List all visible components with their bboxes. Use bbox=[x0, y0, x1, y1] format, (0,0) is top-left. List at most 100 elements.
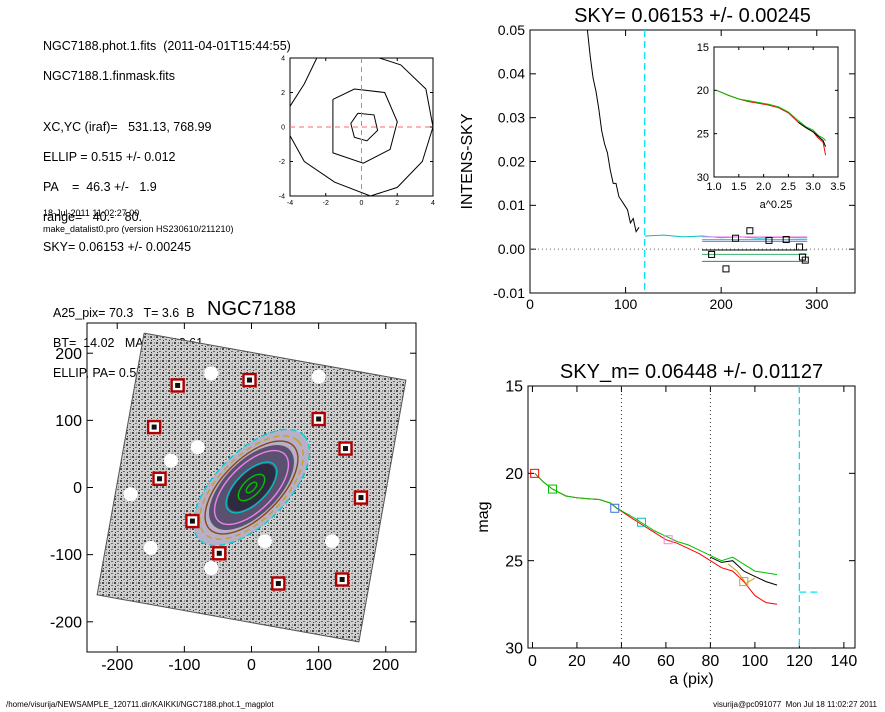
sky-xtick-label: 200 bbox=[709, 296, 733, 312]
isophote-ellipse-6 bbox=[245, 481, 258, 494]
sky-point-8 bbox=[796, 243, 804, 251]
sky-point-5 bbox=[782, 236, 790, 244]
mag-ytick-label: 30 bbox=[505, 641, 523, 658]
center-coords: XC,YC (iraf)= 531.13, 768.99 bbox=[43, 120, 212, 134]
inset-xtick-label: 2.5 bbox=[781, 181, 796, 193]
inset-ytick-label: 15 bbox=[697, 42, 709, 54]
masked-star-6 bbox=[257, 534, 272, 549]
fit-range: range= 40.- 80. bbox=[43, 210, 143, 224]
inset-xtick-label: 3.5 bbox=[830, 181, 845, 193]
mask-box-center-4 bbox=[343, 446, 348, 452]
inset-xlabel: a^0.25 bbox=[760, 199, 793, 211]
contour-middle bbox=[332, 88, 398, 164]
mag-xtick-label: 0 bbox=[528, 653, 537, 670]
image-title: NGC7188 bbox=[207, 298, 296, 320]
sky-axes: 0 100 200 300 -0.01 0.00 0.01 0.02 0.03 0.04 0.05 S… bbox=[459, 5, 856, 312]
inset-series-2 bbox=[798, 121, 827, 147]
image-xtick-label: -200 bbox=[101, 657, 133, 674]
mag-xtick-label: 120 bbox=[786, 653, 813, 670]
sky-ytick-label: 0.03 bbox=[498, 110, 525, 126]
mag-series-0 bbox=[534, 472, 778, 605]
mag-xtick-label: 140 bbox=[831, 653, 858, 670]
mag-xtick-label: 80 bbox=[702, 653, 720, 670]
masked-star-5 bbox=[190, 440, 205, 455]
inset-series-0 bbox=[716, 89, 827, 156]
sky-point-1 bbox=[722, 265, 730, 273]
inset-ytick-label: 20 bbox=[697, 85, 709, 97]
mask-box-center-7 bbox=[189, 518, 195, 524]
sky-frame bbox=[529, 29, 856, 294]
sky-ytick-label: -0.01 bbox=[493, 285, 525, 301]
mag-marker-5 bbox=[739, 577, 749, 587]
masked-star-3 bbox=[143, 540, 158, 555]
sky-xtick-label: 100 bbox=[614, 296, 638, 312]
mag-title: SKY_m= 0.06448 +/- 0.01127 bbox=[560, 361, 823, 383]
mask-box-center-9 bbox=[275, 581, 281, 587]
mag-frame bbox=[527, 385, 856, 649]
contour-inner bbox=[350, 112, 379, 142]
isophote-ellipse-5 bbox=[237, 473, 266, 502]
masked-star-7 bbox=[123, 487, 138, 502]
mag-marker-0 bbox=[530, 468, 540, 478]
sky-ytick-label: 0.01 bbox=[498, 197, 525, 213]
sky-series-0 bbox=[586, 29, 640, 233]
mag-series-2 bbox=[710, 556, 778, 586]
mag-xlabel: a (pix) bbox=[669, 671, 713, 688]
mask-box-center-8 bbox=[216, 550, 222, 556]
sky-point-2 bbox=[732, 234, 740, 242]
mag-marker-1 bbox=[547, 484, 557, 494]
mask-box-center-0 bbox=[175, 382, 181, 388]
contour-ytick-label: 0 bbox=[281, 124, 285, 131]
mag-ylabel: mag bbox=[475, 501, 492, 532]
isophote-ellipse-3 bbox=[213, 449, 290, 526]
sky-ylabel: INTENS-SKY bbox=[459, 113, 476, 209]
sky-ytick-label: 0.05 bbox=[498, 22, 525, 38]
mag-axes: 0 20 40 60 80 100 120 140 15 20 25 30 SKY_m= 0.06448… bbox=[475, 361, 857, 688]
footer-path: /home/visurija/NEWSAMPLE_120711.dir/KAIK… bbox=[6, 700, 274, 709]
image-xtick-label: 100 bbox=[305, 657, 332, 674]
masked-star-4 bbox=[204, 561, 219, 576]
mag-ytick-label: 20 bbox=[505, 466, 523, 483]
isophote-ellipse-1 bbox=[199, 435, 304, 540]
contour-xtick-label: -2 bbox=[323, 200, 329, 207]
contour-xtick-label: 4 bbox=[431, 200, 435, 207]
ellipticity: ELLIP = 0.515 +/- 0.012 bbox=[43, 150, 176, 164]
mask-box-center-10 bbox=[339, 576, 345, 582]
image-ytick-label: 200 bbox=[55, 346, 82, 363]
mag-ytick-label: 25 bbox=[505, 553, 523, 570]
inset-xtick-label: 2.0 bbox=[756, 181, 771, 193]
inset-axes: 1.0 1.5 2.0 2.5 3.0 3.5 15 20 25 30 a^0.25 bbox=[697, 42, 846, 211]
image-ytick-label: -200 bbox=[50, 614, 82, 631]
inset-ytick-label: 30 bbox=[697, 172, 709, 184]
inset-frame bbox=[713, 46, 839, 178]
mag-marker-2 bbox=[610, 503, 620, 513]
sky-xtick-label: 0 bbox=[526, 296, 534, 312]
image-xtick-label: 200 bbox=[372, 657, 399, 674]
sky-title: SKY= 0.06153 +/- 0.00245 bbox=[574, 5, 811, 27]
mag-xtick-label: 20 bbox=[568, 653, 586, 670]
image-frame-top bbox=[86, 322, 417, 653]
masked-star-2 bbox=[163, 453, 178, 468]
position-angle: PA = 46.3 +/- 1.9 bbox=[43, 180, 157, 194]
sky-point-0 bbox=[708, 250, 716, 258]
mask-box-center-1 bbox=[246, 377, 252, 383]
isophote-ellipse-0 bbox=[192, 428, 311, 547]
mag-xtick-label: 100 bbox=[742, 653, 769, 670]
contour-ytick-label: 2 bbox=[281, 90, 285, 97]
sky-point-4 bbox=[765, 236, 773, 244]
sky-ytick-label: 0.04 bbox=[498, 66, 525, 82]
image-ytick-label: 100 bbox=[55, 413, 82, 430]
footer-user: visurija@pc091077 Mon Jul 18 11:02:27 20… bbox=[713, 700, 877, 709]
contour-ytick-label: 4 bbox=[281, 55, 285, 62]
mag-xtick-label: 40 bbox=[613, 653, 631, 670]
contour-ytick-label: -4 bbox=[279, 193, 285, 200]
image-ytick-label: 0 bbox=[73, 480, 82, 497]
mask-box-center-5 bbox=[157, 476, 163, 482]
mask-filename: NGC7188.1.finmask.fits bbox=[43, 69, 175, 83]
contour-xtick-label: -4 bbox=[287, 200, 293, 207]
inset-ytick-label: 25 bbox=[697, 129, 709, 141]
mag-marker-3 bbox=[636, 517, 646, 527]
sky-ytick-label: 0.02 bbox=[498, 153, 525, 169]
image-xtick-label: -100 bbox=[168, 657, 200, 674]
